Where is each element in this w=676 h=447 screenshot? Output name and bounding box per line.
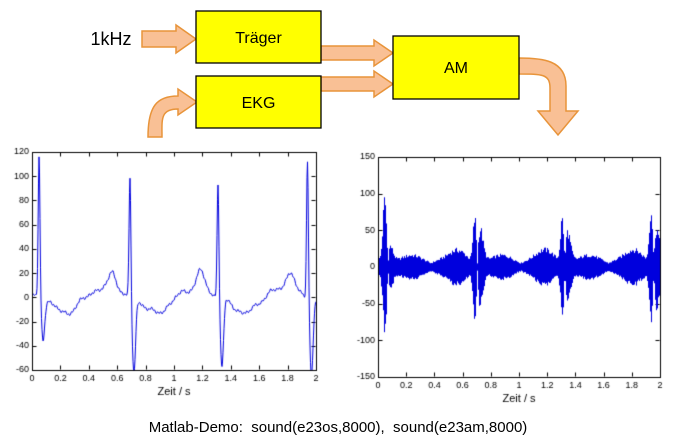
- ekg-to-am-arrow-icon: [320, 69, 395, 99]
- am-output-arrow-icon: [518, 57, 580, 137]
- block-diagram: 1kHz Träger EKG AM: [90, 10, 580, 138]
- input-frequency-label: 1kHz: [90, 29, 131, 49]
- traeger-box-label: Träger: [235, 30, 282, 47]
- traeger-box: Träger: [195, 10, 322, 64]
- traeger-to-am-arrow-icon: [320, 38, 395, 68]
- ekg-box-label: EKG: [242, 95, 276, 112]
- caption: Matlab-Demo: sound(e23os,8000), sound(e2…: [148, 419, 528, 436]
- ekg-plot-canvas: [4, 144, 326, 402]
- input-arrow-icon: [141, 23, 198, 55]
- am-plot-canvas: [348, 148, 668, 406]
- ekg-box: EKG: [195, 75, 322, 129]
- ekg-box-rect: [195, 75, 322, 129]
- am-box: AM: [392, 35, 520, 100]
- traeger-box-rect: [195, 10, 322, 64]
- am-box-label: AM: [444, 60, 468, 77]
- ekg-input-curved-arrow-icon: [147, 87, 199, 138]
- am-box-rect: [392, 35, 520, 100]
